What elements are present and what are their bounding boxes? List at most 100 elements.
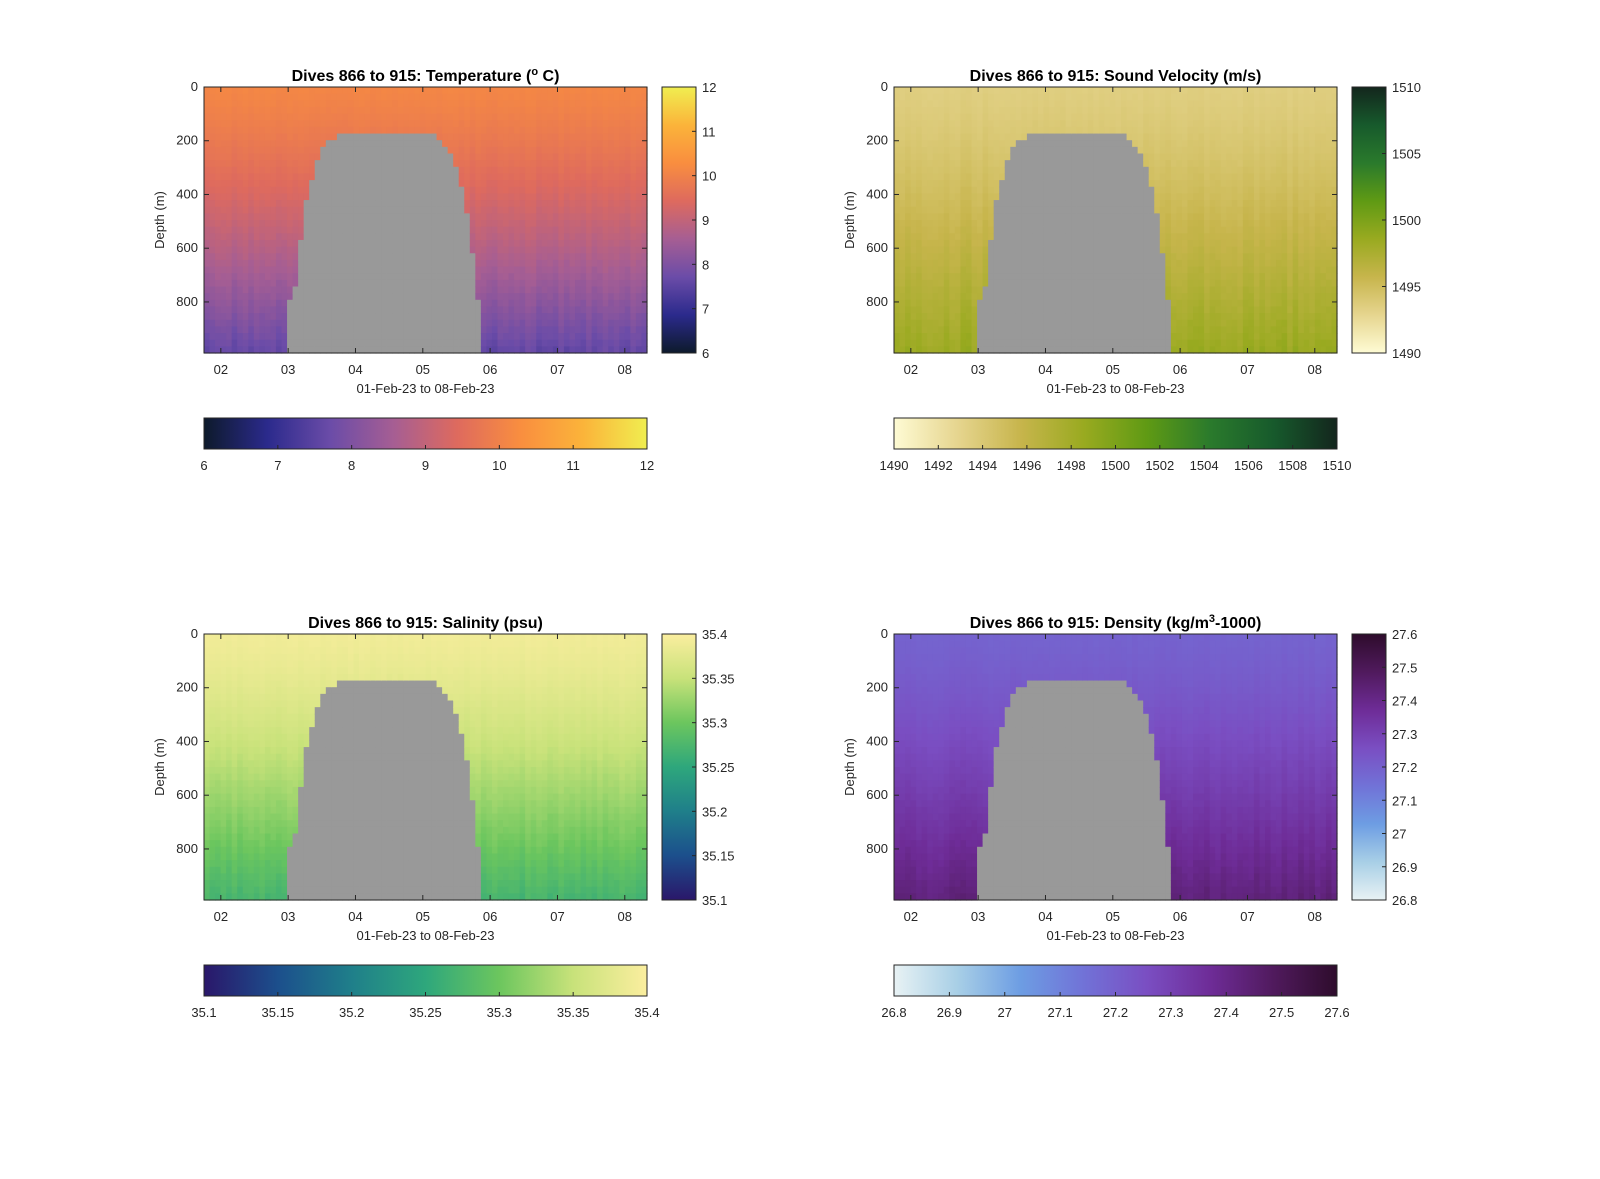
heatmap-cell: [580, 279, 587, 288]
heatmap-cell: [586, 160, 593, 168]
heatmap-cell: [347, 140, 355, 148]
heatmap-cell: [547, 286, 554, 294]
heatmap-cell: [231, 180, 238, 188]
heatmap-cell: [220, 106, 227, 115]
heatmap-cell: [1060, 113, 1067, 121]
heatmap-cell: [475, 113, 482, 121]
heatmap-cell: [894, 193, 901, 201]
heatmap-cell: [298, 193, 305, 201]
heatmap-cell: [569, 200, 576, 208]
heatmap-cell: [602, 226, 609, 234]
heatmap-cell: [431, 173, 438, 181]
heatmap-cell: [993, 213, 1000, 221]
heatmap-cell: [552, 220, 559, 228]
heatmap-cell: [1076, 153, 1083, 161]
heatmap-cell: [253, 126, 260, 135]
heatmap-cell: [641, 220, 648, 228]
heatmap-cell: [503, 286, 510, 294]
heatmap-cell: [1121, 213, 1128, 221]
heatmap-cell: [1021, 160, 1028, 168]
heatmap-cell: [608, 220, 615, 228]
heatmap-cell: [916, 126, 923, 135]
heatmap-cell: [259, 87, 266, 95]
heatmap-cell: [1043, 160, 1050, 168]
heatmap-cell: [1065, 259, 1072, 268]
heatmap-cell: [204, 246, 211, 254]
heatmap-cell: [608, 106, 615, 115]
heatmap-cell: [386, 126, 393, 135]
heatmap-cell: [464, 346, 471, 354]
heatmap-cell: [602, 113, 609, 121]
heatmap-cell: [215, 106, 222, 115]
heatmap-cell: [209, 166, 216, 175]
heatmap-cell: [453, 306, 460, 314]
heatmap-cell: [469, 246, 476, 254]
heatmap-cell: [464, 246, 471, 254]
heatmap-cell: [1049, 153, 1056, 161]
heatmap-cell: [1087, 299, 1094, 308]
heatmap-cell: [458, 273, 465, 281]
heatmap-cell: [1076, 279, 1083, 288]
heatmap-cell: [630, 286, 637, 294]
heatmap-cell: [497, 259, 504, 268]
heatmap-cell: [960, 319, 967, 327]
heatmap-cell: [1071, 193, 1078, 201]
heatmap-cell: [602, 299, 609, 308]
heatmap-cell: [1076, 87, 1083, 95]
heatmap-cell: [619, 186, 626, 194]
heatmap-cell: [503, 319, 510, 327]
heatmap-cell: [464, 100, 471, 108]
heatmap-cell: [1087, 293, 1094, 301]
heatmap-cell: [932, 93, 939, 101]
heatmap-cell: [331, 173, 338, 181]
heatmap-cell: [1115, 206, 1122, 214]
heatmap-cell: [635, 126, 643, 135]
heatmap-cell: [204, 279, 211, 288]
heatmap-cell: [1043, 326, 1050, 334]
heatmap-cell: [1015, 173, 1022, 181]
heatmap-cell: [541, 126, 548, 135]
heatmap-cell: [364, 106, 371, 115]
heatmap-cell: [525, 339, 532, 347]
heatmap-cell: [547, 160, 554, 168]
heatmap-cell: [237, 153, 244, 161]
heatmap-cell: [569, 253, 576, 261]
heatmap-cell: [209, 299, 216, 308]
heatmap-cell: [624, 193, 631, 201]
heatmap-cell: [1126, 313, 1133, 321]
heatmap-cell: [237, 286, 244, 294]
heatmap-cell: [292, 253, 299, 261]
heatmap-cell: [988, 313, 995, 321]
heatmap-cell: [242, 326, 249, 334]
heatmap-cell: [381, 293, 388, 301]
heatmap-cell: [1049, 306, 1056, 314]
heatmap-cell: [1093, 193, 1100, 201]
heatmap-cell: [552, 87, 559, 95]
heatmap-cell: [464, 233, 471, 241]
heatmap-cell: [988, 319, 995, 327]
heatmap-cell: [1015, 313, 1022, 321]
heatmap-cell: [436, 233, 443, 241]
heatmap-cell: [910, 133, 917, 141]
heatmap-cell: [375, 160, 382, 168]
heatmap-cell: [910, 279, 917, 288]
heatmap-cell: [552, 200, 559, 208]
heatmap-cell: [541, 253, 548, 261]
heatmap-cell: [586, 113, 593, 121]
heatmap-cell: [547, 106, 554, 115]
heatmap-cell: [960, 213, 967, 221]
heatmap-cell: [270, 213, 277, 221]
heatmap-cell: [619, 226, 626, 234]
heatmap-cell: [364, 120, 371, 128]
heatmap-cell: [630, 266, 637, 274]
heatmap-cell: [954, 140, 962, 148]
heatmap-cell: [536, 140, 543, 148]
heatmap-cell: [597, 106, 604, 115]
heatmap-cell: [619, 273, 626, 281]
heatmap-cell: [624, 186, 631, 194]
heatmap-cell: [552, 239, 559, 248]
heatmap-cell: [414, 319, 421, 327]
heatmap-cell: [442, 93, 449, 101]
heatmap-cell: [469, 153, 476, 161]
heatmap-cell: [641, 246, 648, 254]
